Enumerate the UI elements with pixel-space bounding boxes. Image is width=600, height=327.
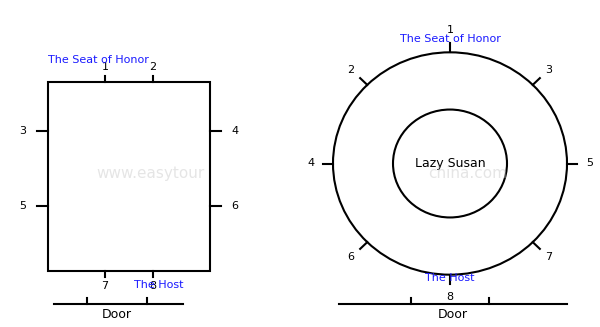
Text: 7: 7 [101,281,109,291]
Text: Lazy Susan: Lazy Susan [415,157,485,170]
Text: 5: 5 [19,201,26,211]
Text: 1: 1 [101,62,109,72]
Text: china.com: china.com [428,166,508,181]
Text: 8: 8 [149,281,157,291]
Text: 3: 3 [19,126,26,136]
Text: The Seat of Honor: The Seat of Honor [400,34,500,44]
Text: 1: 1 [446,25,454,35]
Text: Door: Door [438,308,468,321]
Text: 8: 8 [446,292,454,302]
Text: 4: 4 [232,126,239,136]
Text: 6: 6 [347,252,355,263]
Text: 2: 2 [149,62,157,72]
Text: www.easytour: www.easytour [96,166,204,181]
Text: 2: 2 [347,64,355,75]
Text: 5: 5 [586,159,593,168]
Text: 4: 4 [307,159,314,168]
Text: The Seat of Honor: The Seat of Honor [48,55,149,65]
Text: 7: 7 [545,252,553,263]
Text: 3: 3 [545,64,553,75]
Bar [48,82,210,271]
Text: The Host: The Host [425,273,475,283]
Text: Door: Door [102,308,132,321]
Text: 6: 6 [232,201,239,211]
Text: The Host: The Host [133,280,183,290]
